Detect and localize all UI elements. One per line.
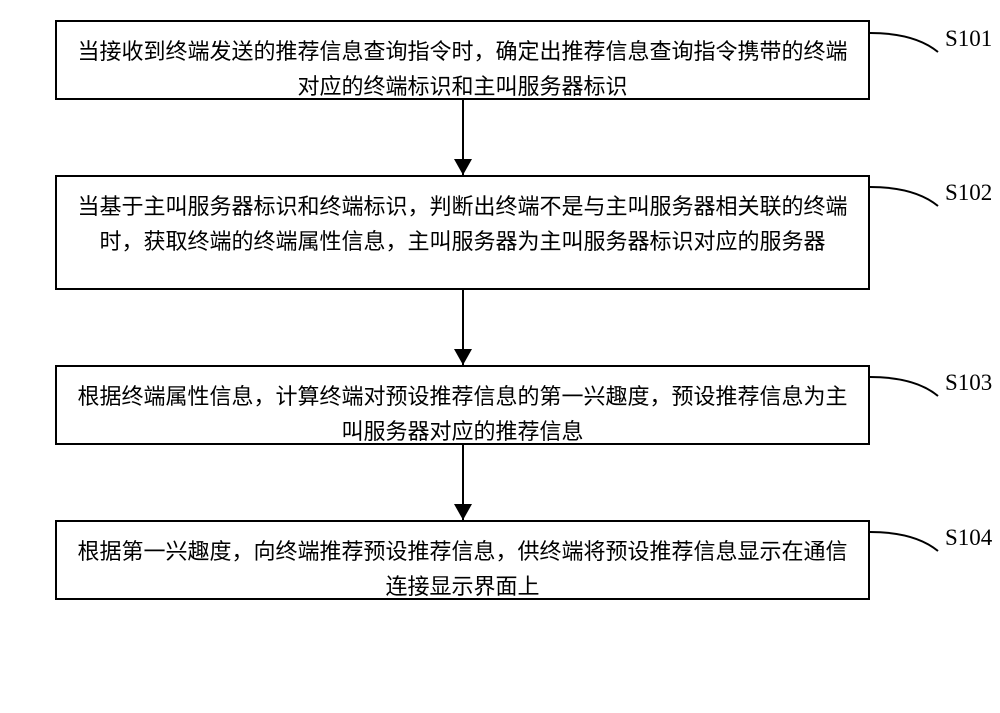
step-label-s103: S103 — [945, 370, 992, 396]
arrow-down-icon — [454, 159, 472, 175]
connector-curve — [870, 30, 945, 55]
step-label-s104: S104 — [945, 525, 992, 551]
flowchart-arrow — [55, 100, 870, 175]
flowchart-step-s103: 根据终端属性信息，计算终端对预设推荐信息的第一兴趣度，预设推荐信息为主叫服务器对… — [55, 365, 870, 445]
step-text: 当基于主叫服务器标识和终端标识，判断出终端不是与主叫服务器相关联的终端时，获取终… — [77, 194, 847, 254]
flowchart-arrow — [55, 290, 870, 365]
step-label-s101: S101 — [945, 26, 992, 52]
step-label-s102: S102 — [945, 180, 992, 206]
step-text: 当接收到终端发送的推荐信息查询指令时，确定出推荐信息查询指令携带的终端对应的终端… — [77, 39, 847, 99]
step-text: 根据终端属性信息，计算终端对预设推荐信息的第一兴趣度，预设推荐信息为主叫服务器对… — [77, 384, 847, 444]
flowchart-step-s102: 当基于主叫服务器标识和终端标识，判断出终端不是与主叫服务器相关联的终端时，获取终… — [55, 175, 870, 290]
arrow-down-icon — [454, 504, 472, 520]
flowchart-step-s101: 当接收到终端发送的推荐信息查询指令时，确定出推荐信息查询指令携带的终端对应的终端… — [55, 20, 870, 100]
step-text: 根据第一兴趣度，向终端推荐预设推荐信息，供终端将预设推荐信息显示在通信连接显示界… — [77, 539, 847, 599]
flowchart-step-s104: 根据第一兴趣度，向终端推荐预设推荐信息，供终端将预设推荐信息显示在通信连接显示界… — [55, 520, 870, 600]
connector-curve — [870, 374, 945, 399]
flowchart-container: 当接收到终端发送的推荐信息查询指令时，确定出推荐信息查询指令携带的终端对应的终端… — [55, 20, 870, 600]
connector-curve — [870, 529, 945, 554]
arrow-down-icon — [454, 349, 472, 365]
connector-curve — [870, 184, 945, 209]
flowchart-arrow — [55, 445, 870, 520]
